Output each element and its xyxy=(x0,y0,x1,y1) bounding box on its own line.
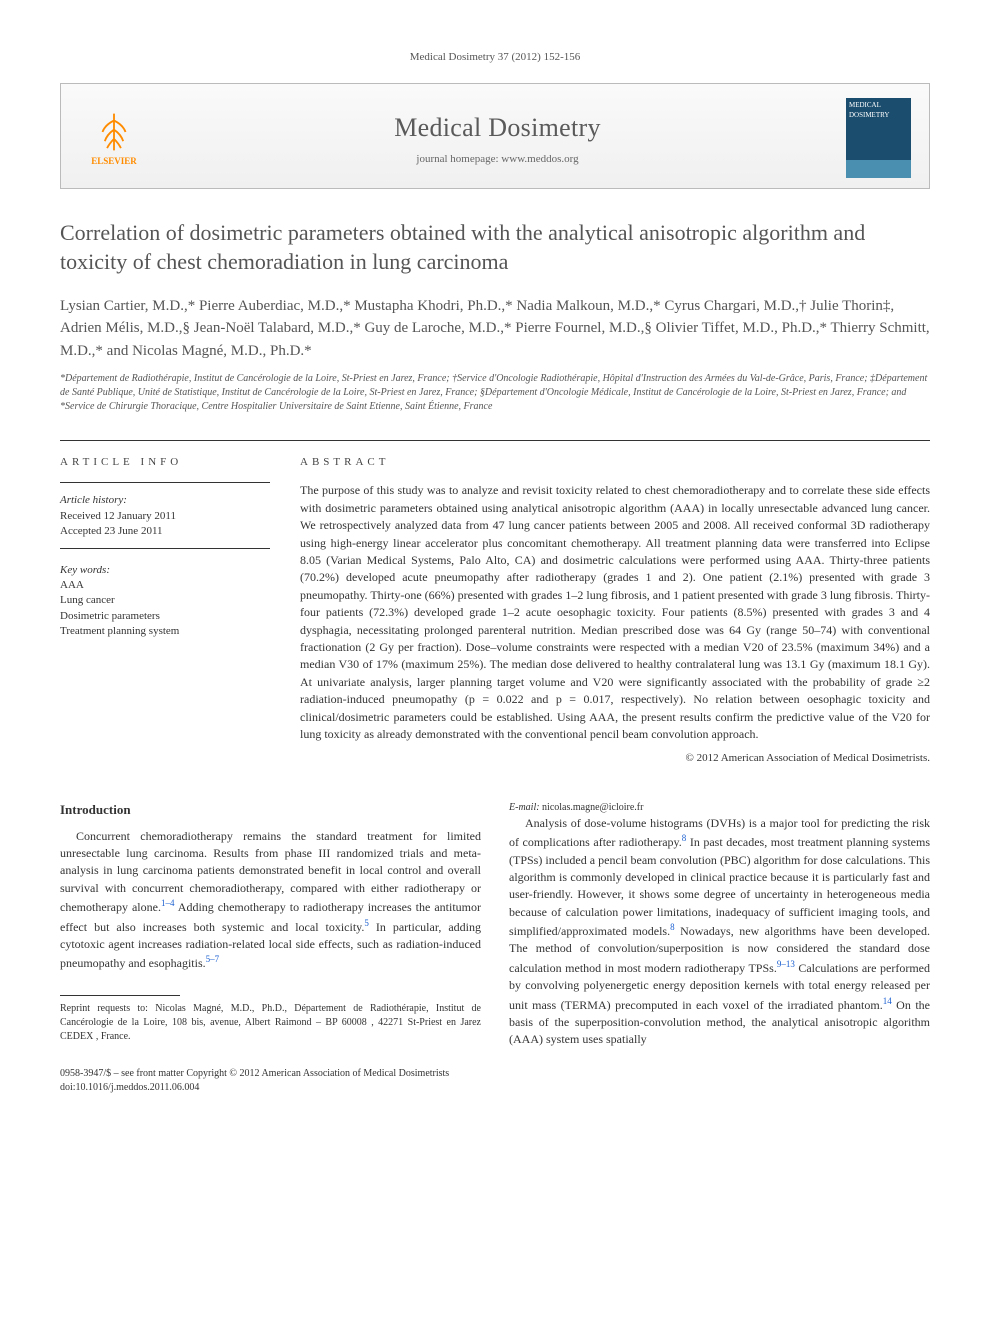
divider xyxy=(60,482,270,483)
body-text: In past decades, most treatment planning… xyxy=(509,835,930,938)
journal-homepage: journal homepage: www.meddos.org xyxy=(167,152,828,167)
divider xyxy=(60,548,270,549)
article-info-sidebar: ARTICLE INFO Article history: Received 1… xyxy=(60,455,270,767)
footnote-rule xyxy=(60,995,180,996)
front-matter-line: 0958-3947/$ – see front matter Copyright… xyxy=(60,1067,930,1081)
keyword: Lung cancer xyxy=(60,593,270,608)
abstract-body: The purpose of this study was to analyze… xyxy=(300,482,930,743)
accepted-date: Accepted 23 June 2011 xyxy=(60,524,270,539)
keyword: AAA xyxy=(60,578,270,593)
journal-cover-thumb: MEDICAL DOSIMETRY xyxy=(846,98,911,178)
running-head: Medical Dosimetry 37 (2012) 152-156 xyxy=(60,50,930,65)
citation-ref[interactable]: 9–13 xyxy=(777,959,795,969)
authors-line: Lysian Cartier, M.D.,* Pierre Auberdiac,… xyxy=(60,295,930,363)
keyword: Dosimetric parameters xyxy=(60,609,270,624)
abstract-head: ABSTRACT xyxy=(300,455,930,470)
corresponding-email[interactable]: nicolas.magne@icloire.fr xyxy=(542,802,643,813)
journal-name: Medical Dosimetry xyxy=(167,110,828,146)
section-heading-introduction: Introduction xyxy=(60,801,481,820)
history-label: Article history: xyxy=(60,493,270,508)
publisher-name: ELSEVIER xyxy=(91,155,137,168)
doi-line: doi:10.1016/j.meddos.2011.06.004 xyxy=(60,1081,930,1095)
article-info-head: ARTICLE INFO xyxy=(60,455,270,470)
received-date: Received 12 January 2011 xyxy=(60,509,270,524)
abstract-copyright: © 2012 American Association of Medical D… xyxy=(300,751,930,766)
article-info-block: ARTICLE INFO Article history: Received 1… xyxy=(60,440,930,767)
reprint-address: Reprint requests to: Nicolas Magné, M.D.… xyxy=(60,1002,481,1044)
publisher-logo: ELSEVIER xyxy=(79,103,149,173)
keyword: Treatment planning system xyxy=(60,624,270,639)
body-paragraph: Concurrent chemoradiotherapy remains the… xyxy=(60,828,481,973)
cover-title: MEDICAL DOSIMETRY xyxy=(846,98,911,160)
email-label: E-mail: xyxy=(509,802,540,813)
citation-ref[interactable]: 14 xyxy=(883,996,892,1006)
body-paragraph: Analysis of dose-volume histograms (DVHs… xyxy=(509,815,930,1049)
page-footer: 0958-3947/$ – see front matter Copyright… xyxy=(60,1067,930,1095)
citation-ref[interactable]: 5–7 xyxy=(206,954,220,964)
cover-badge xyxy=(846,160,911,179)
journal-masthead: ELSEVIER Medical Dosimetry journal homep… xyxy=(60,83,930,189)
article-title: Correlation of dosimetric parameters obt… xyxy=(60,219,930,276)
affiliations: *Département de Radiothérapie, Institut … xyxy=(60,372,930,414)
keywords-label: Key words: xyxy=(60,563,270,578)
citation-ref[interactable]: 1–4 xyxy=(161,898,175,908)
abstract-block: ABSTRACT The purpose of this study was t… xyxy=(300,455,930,767)
article-body: Introduction Concurrent chemoradiotherap… xyxy=(60,801,930,1049)
elsevier-tree-icon xyxy=(91,109,137,155)
